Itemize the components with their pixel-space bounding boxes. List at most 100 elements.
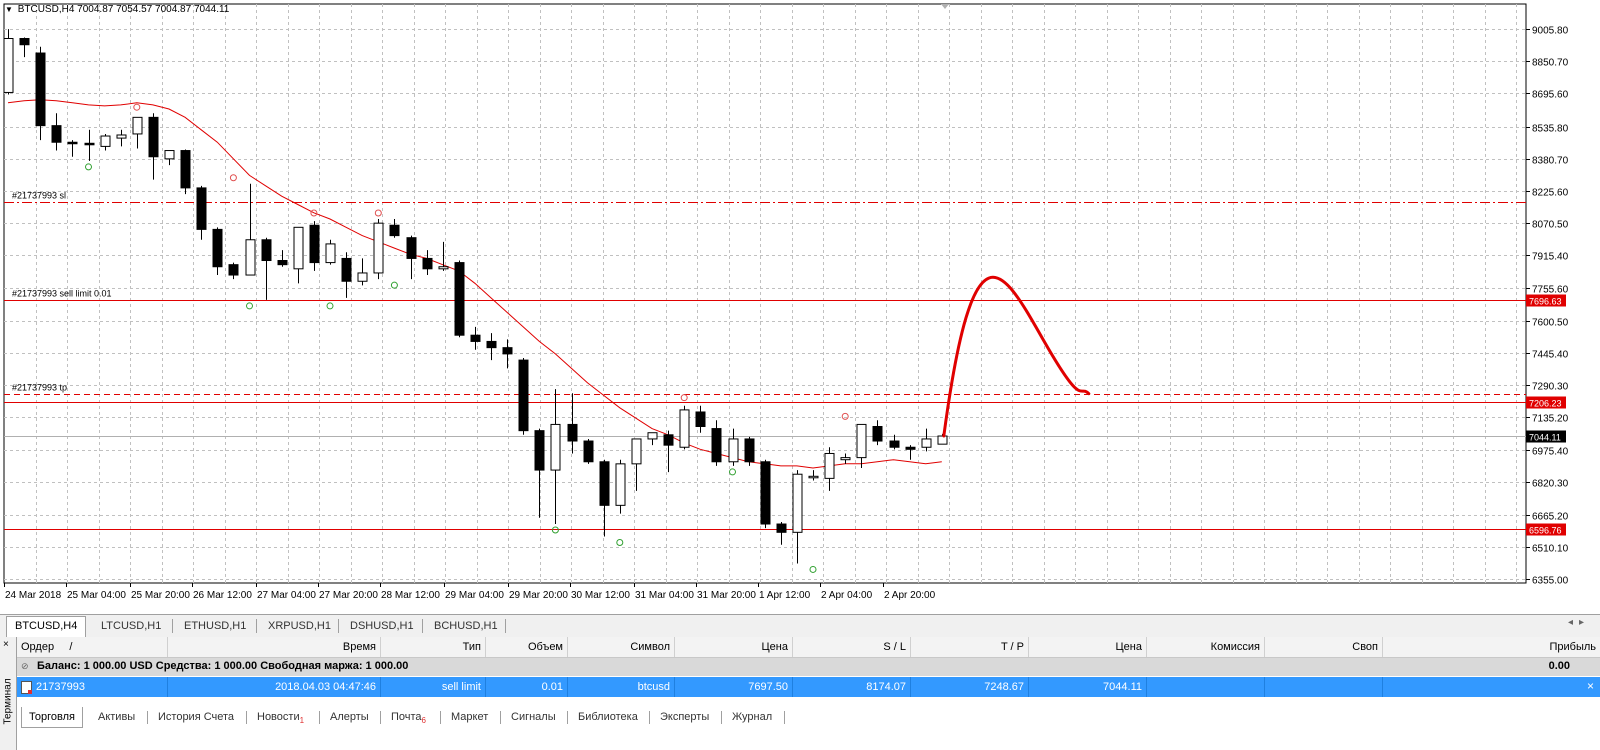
fractal-up-marker (229, 174, 237, 182)
col-order[interactable]: Ордер / (17, 637, 168, 657)
terminal-close-icon[interactable]: × (3, 639, 9, 650)
time-scale-label: 24 Mar 2018 (5, 590, 62, 601)
candle-body (406, 237, 417, 259)
chart-menu-triangle-icon[interactable]: ▼ (5, 5, 13, 14)
close-order-icon[interactable]: × (1586, 679, 1594, 693)
balance-text: Баланс: 1 000.00 USD Средства: 1 000.00 … (37, 660, 409, 672)
time-scale-label: 2 Apr 04:00 (821, 590, 873, 601)
candle-body (212, 228, 223, 268)
tab-signals[interactable]: Сигналы (511, 711, 556, 723)
tab-separator (338, 619, 339, 633)
balance-profit: 0.00 (1548, 660, 1570, 672)
tab-library[interactable]: Библиотека (578, 711, 638, 723)
price-tag (1526, 396, 1566, 409)
order-current-price-cell: 7044.11 (1029, 677, 1147, 697)
price-scale-label: 7445.40 (1532, 350, 1569, 361)
tab-separator (567, 711, 568, 724)
fractal-down-marker (246, 302, 253, 310)
tab-separator (319, 711, 320, 724)
time-scale-label: 26 Mar 12:00 (193, 590, 252, 601)
time-scale-label: 1 Apr 12:00 (759, 590, 811, 601)
fractal-up-marker (841, 412, 849, 420)
tab-alerts[interactable]: Алерты (330, 711, 369, 723)
candle-body (454, 262, 465, 336)
col-price[interactable]: Цена (675, 637, 793, 657)
scroll-left-icon[interactable]: ◂ (1567, 617, 1579, 628)
col-symbol[interactable]: Символ (568, 637, 675, 657)
order-icon (21, 680, 32, 694)
order-level-label: #21737993 sell limit 0.01 (12, 289, 112, 299)
tab-news[interactable]: Новости1 (257, 711, 305, 726)
tab-market[interactable]: Маркет (451, 711, 489, 723)
candle-body (228, 264, 239, 276)
symbol-tab-ltcusd-h1[interactable]: LTCUSD,H1 (101, 620, 162, 632)
forecast-drawing[interactable] (942, 275, 1091, 438)
candle-body (196, 187, 207, 230)
symbol-tab-btcusd-h4[interactable]: BTCUSD,H4 (6, 616, 87, 637)
tab-scroll-arrows[interactable]: ◂▸ (1568, 617, 1590, 628)
current-price-tag (1526, 430, 1566, 443)
symbol-tab-bchusd-h1[interactable]: BCHUSD,H1 (434, 620, 498, 632)
candle-body (711, 428, 722, 463)
chart-canvas[interactable]: 9005.80 8850.70 8695.60 8535.80 8380.70 8225.… (0, 0, 1600, 614)
symbol-tab-bar: BTCUSD,H4 LTCUSD,H1 ETHUSD,H1 XRPUSD,H1 … (0, 614, 1600, 638)
price-scale-label: 7755.60 (1532, 285, 1569, 296)
col-time[interactable]: Время (168, 637, 381, 657)
candle-body (615, 463, 626, 506)
symbol-tab-dshusd-h1[interactable]: DSHUSD,H1 (350, 620, 414, 632)
price-scale-label: 7290.30 (1532, 382, 1569, 393)
tab-separator (649, 711, 650, 724)
candle-body (422, 257, 433, 270)
candle-body (293, 226, 304, 270)
candle-body (856, 423, 867, 459)
candle-body (905, 446, 916, 450)
tab-account-history[interactable]: История Счета (158, 711, 235, 723)
price-scale-label: 8695.60 (1532, 90, 1569, 101)
col-swap[interactable]: Своп (1265, 637, 1383, 657)
tab-assets[interactable]: Активы (98, 711, 136, 723)
candle-body (389, 224, 400, 237)
chart-shift-marker-icon[interactable] (941, 4, 949, 9)
price-tag-label: 7696.63 (1529, 297, 1562, 307)
price-scale-label: 8070.50 (1532, 220, 1569, 231)
col-current-price[interactable]: Цена (1029, 637, 1147, 657)
fractal-down-marker (729, 468, 736, 476)
time-scale-label: 29 Mar 20:00 (509, 590, 568, 601)
tab-separator (422, 619, 423, 633)
col-type[interactable]: Тип (381, 637, 486, 657)
scroll-right-icon[interactable]: ▸ (1578, 617, 1590, 628)
tab-trade[interactable]: Торговля (21, 707, 83, 728)
col-sl[interactable]: S / L (793, 637, 911, 657)
candle-body (19, 38, 30, 46)
candle-body (132, 116, 143, 135)
col-tp[interactable]: T / P (911, 637, 1029, 657)
tab-separator (721, 711, 722, 724)
candle-body (792, 473, 803, 533)
fractal-up-marker (374, 209, 382, 217)
tab-mailbox[interactable]: Почта6 (391, 711, 426, 726)
candle-body (261, 239, 272, 262)
order-id-cell: 21737993 (17, 677, 168, 697)
balance-row[interactable]: ⊘ Баланс: 1 000.00 USD Средства: 1 000.0… (17, 658, 1600, 676)
tab-experts[interactable]: Эксперты (660, 711, 710, 723)
fractal-down-marker (326, 302, 334, 310)
col-profit[interactable]: Прибыль (1549, 641, 1596, 653)
tab-journal[interactable]: Журнал (732, 711, 773, 723)
table-row[interactable]: 21737993 2018.04.03 04:47:46 sell limit … (17, 677, 1600, 697)
col-volume[interactable]: Объем (486, 637, 568, 657)
fractal-down-marker (809, 565, 817, 573)
symbol-tab-ethusd-h1[interactable]: ETHUSD,H1 (184, 620, 247, 632)
symbol-tab-xrpusd-h1[interactable]: XRPUSD,H1 (268, 620, 331, 632)
candle-body (728, 438, 739, 463)
time-scale-label: 27 Mar 20:00 (319, 590, 378, 601)
tab-separator (147, 711, 148, 724)
candle-body (872, 425, 883, 442)
tab-separator (500, 711, 501, 724)
price-scale-label: 6510.10 (1532, 544, 1569, 555)
candle-body (647, 432, 658, 440)
col-commission[interactable]: Комиссия (1147, 637, 1265, 657)
price-scale-label: 6355.00 (1532, 576, 1569, 587)
candle-body (583, 440, 594, 463)
candle-body (889, 440, 900, 448)
price-chart[interactable]: 9005.80 8850.70 8695.60 8535.80 8380.70 8225.… (0, 0, 1600, 614)
